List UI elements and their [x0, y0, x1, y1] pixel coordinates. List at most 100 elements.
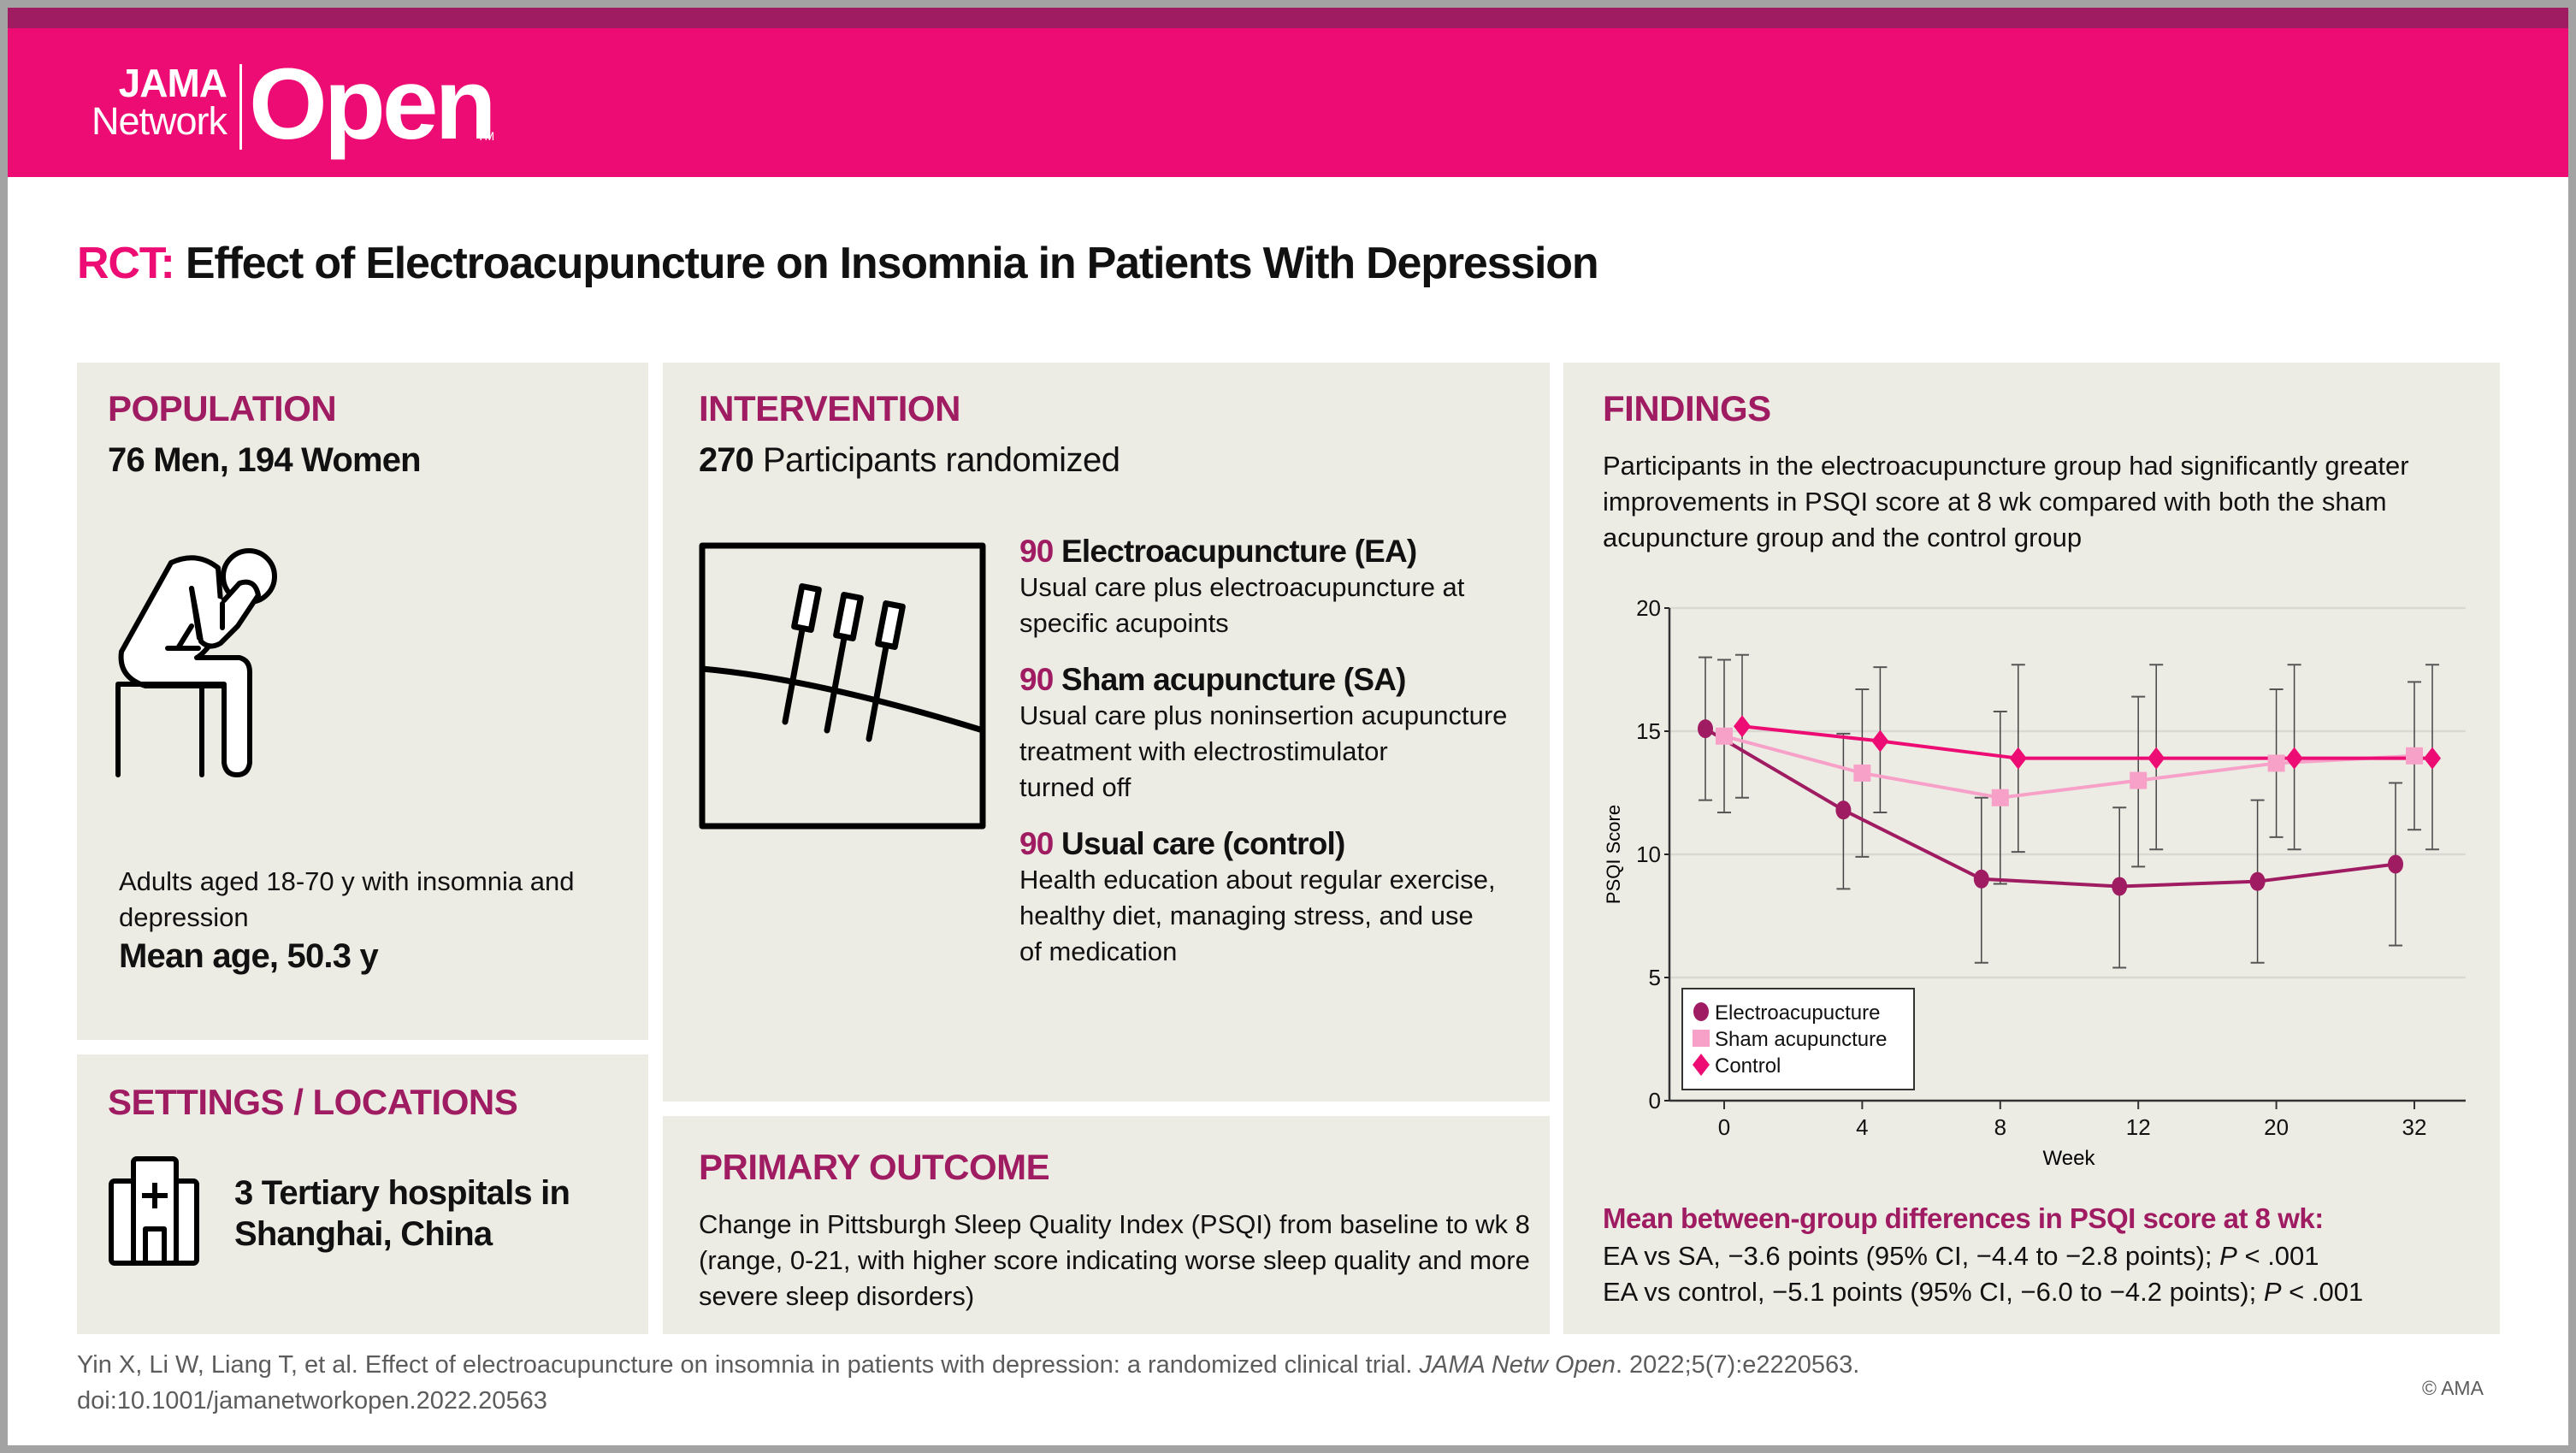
- page-title: RCT: Effect of Electroacupuncture on Ins…: [77, 238, 1599, 289]
- series-line-control: [1741, 724, 2432, 760]
- primary-outcome-line-1: Change in Pittsburgh Sleep Quality Index…: [699, 1209, 1530, 1239]
- y-tick-label: 0: [1649, 1088, 1661, 1113]
- data-point-sham-acupuncture: [2267, 754, 2285, 772]
- population-panel: POPULATION 76 Men, 194 Women Adults aged…: [77, 363, 648, 1040]
- population-description: Adults aged 18-70 y with insomnia and de…: [119, 866, 575, 932]
- arm-sa-count: 90: [1019, 662, 1054, 697]
- citation-volume: . 2022;5(7):e2220563.: [1615, 1351, 1860, 1379]
- logo-line1: JAMA: [118, 61, 227, 105]
- logo-jama-network: JAMA Network: [81, 61, 227, 143]
- hospital-icon: [109, 1156, 199, 1266]
- data-point-electroacupucture: [2388, 854, 2403, 874]
- arm-ea-name: Electroacupuncture (EA): [1061, 534, 1417, 569]
- citation-journal: JAMA Netw Open: [1419, 1351, 1616, 1379]
- logo-trademark: TM: [477, 129, 495, 143]
- data-point-sham-acupuncture: [2406, 747, 2423, 765]
- findings-summary-2: improvements in PSQI score at 8 wk compa…: [1603, 487, 2387, 517]
- arm-ea-desc-2: specific acupoints: [1019, 608, 1229, 638]
- findings-heading: FINDINGS: [1603, 388, 1771, 428]
- y-tick-label: 20: [1636, 595, 1661, 621]
- settings-line1: 3 Tertiary hospitals in: [234, 1174, 570, 1212]
- primary-outcome-line-2: (range, 0-21, with higher score indicati…: [699, 1245, 1530, 1275]
- logo-divider: [239, 64, 242, 150]
- logo-line2: Network: [91, 99, 227, 143]
- header-banner: JAMA Network Open TM: [8, 28, 2568, 177]
- intervention-total-number: 270: [699, 441, 754, 479]
- findings-summary-1: Participants in the electroacupuncture g…: [1603, 451, 2409, 481]
- legend-label-sham-acupuncture: Sham acupuncture: [1715, 1028, 1887, 1051]
- citation-doi[interactable]: doi:10.1001/jamanetworkopen.2022.20563: [77, 1387, 547, 1415]
- legend-box: [1681, 988, 1915, 1090]
- x-tick-label: 32: [2402, 1114, 2427, 1140]
- arm-sa-desc-3: turned off: [1019, 772, 1131, 802]
- population-mean-age: Mean age, 50.3 y: [119, 937, 379, 975]
- legend-marker-control: [1693, 1054, 1710, 1076]
- data-point-electroacupucture: [1973, 869, 1989, 889]
- difference-ea-vs-sa-text: EA vs SA, −3.6 points (95% CI, −4.4 to −…: [1603, 1241, 2220, 1271]
- difference-ea-vs-control: EA vs control, −5.1 points (95% CI, −6.0…: [1603, 1274, 2363, 1310]
- difference-ea-vs-control-p-label: P: [2263, 1277, 2282, 1307]
- data-point-sham-acupuncture: [1991, 789, 2009, 806]
- arm-sa: 90 Sham acupuncture (SA) Usual care plus…: [1019, 662, 1533, 806]
- differences-heading: Mean between-group differences in PSQI s…: [1603, 1202, 2324, 1234]
- citation: Yin X, Li W, Liang T, et al. Effect of e…: [77, 1347, 1859, 1419]
- settings-heading: SETTINGS / LOCATIONS: [108, 1082, 518, 1122]
- primary-outcome-line-3: severe sleep disorders): [699, 1281, 975, 1311]
- citation-authors-title: Yin X, Li W, Liang T, et al. Effect of e…: [77, 1351, 1420, 1379]
- difference-ea-vs-sa: EA vs SA, −3.6 points (95% CI, −4.4 to −…: [1603, 1238, 2319, 1274]
- arm-sa-desc-1: Usual care plus noninsertion acupuncture: [1019, 700, 1508, 730]
- data-point-sham-acupuncture: [2130, 771, 2148, 789]
- settings-panel: SETTINGS / LOCATIONS 3 Tertiary hospital…: [77, 1054, 648, 1334]
- primary-outcome-heading: PRIMARY OUTCOME: [699, 1147, 1050, 1187]
- arm-sa-desc-2: treatment with electrostimulator: [1019, 736, 1388, 766]
- intervention-panel: INTERVENTION 270 Participants randomized…: [663, 363, 1550, 1102]
- data-point-electroacupucture: [1835, 800, 1852, 820]
- data-point-electroacupucture: [1698, 719, 1713, 739]
- arm-ea-title: 90 Electroacupuncture (EA): [1019, 534, 1533, 570]
- data-point-control: [2424, 747, 2441, 770]
- legend-label-electroacupucture: Electroacupucture: [1715, 1001, 1880, 1025]
- arm-control-desc-3: of medication: [1019, 936, 1178, 966]
- data-point-sham-acupuncture: [1853, 764, 1871, 782]
- x-tick-label: 0: [1718, 1114, 1730, 1140]
- series-line-sham-acupuncture: [1723, 734, 2415, 800]
- legend-marker-sham-acupuncture: [1693, 1030, 1710, 1047]
- population-heading: POPULATION: [108, 388, 337, 428]
- x-tick-label: 8: [1994, 1114, 2006, 1140]
- arm-control-count: 90: [1019, 826, 1054, 861]
- citation-line-1: Yin X, Li W, Liang T, et al. Effect of e…: [77, 1347, 1859, 1383]
- difference-ea-vs-control-text: EA vs control, −5.1 points (95% CI, −6.0…: [1603, 1277, 2264, 1307]
- y-axis-label: PSQI Score: [1603, 805, 1624, 904]
- data-point-sham-acupuncture: [1716, 727, 1733, 745]
- chart-legend: Electroacupucture Sham acupuncture Control: [1681, 988, 1915, 1090]
- intervention-total: 270 Participants randomized: [699, 441, 1120, 480]
- population-summary: 76 Men, 194 Women: [108, 441, 422, 479]
- legend-marker-electroacupucture: [1693, 1002, 1709, 1021]
- arm-control-name: Usual care (control): [1061, 826, 1345, 861]
- findings-panel: FINDINGS Participants in the electroacup…: [1563, 363, 2500, 1334]
- difference-ea-vs-sa-p-value: < .001: [2236, 1241, 2319, 1271]
- x-tick-label: 12: [2126, 1114, 2151, 1140]
- data-point-electroacupucture: [2249, 871, 2266, 891]
- arm-sa-name: Sham acupuncture (SA): [1061, 662, 1406, 697]
- arm-ea-count: 90: [1019, 534, 1054, 569]
- logo-open: Open: [249, 48, 497, 161]
- data-point-control: [1871, 729, 1889, 753]
- data-point-control: [2285, 747, 2303, 770]
- title-text: Effect of Electroacupuncture on Insomnia…: [185, 239, 1599, 288]
- legend-label-control: Control: [1715, 1054, 1781, 1078]
- arm-ea-desc-1: Usual care plus electroacupuncture at: [1019, 572, 1465, 602]
- series-line-electroacupucture: [1704, 727, 2396, 889]
- intervention-heading: INTERVENTION: [699, 388, 960, 428]
- difference-ea-vs-control-p-value: < .001: [2281, 1277, 2364, 1307]
- intervention-total-label: Participants randomized: [762, 441, 1120, 479]
- copyright: © AMA: [2422, 1377, 2484, 1399]
- acupuncture-needles-icon: [699, 542, 986, 830]
- findings-summary-3: acupuncture group and the control group: [1603, 523, 2083, 552]
- x-tick-label: 20: [2264, 1114, 2289, 1140]
- difference-ea-vs-sa-p-label: P: [2219, 1241, 2237, 1271]
- data-point-control: [2148, 747, 2165, 770]
- arm-ea: 90 Electroacupuncture (EA) Usual care pl…: [1019, 534, 1533, 641]
- arm-sa-title: 90 Sham acupuncture (SA): [1019, 662, 1533, 698]
